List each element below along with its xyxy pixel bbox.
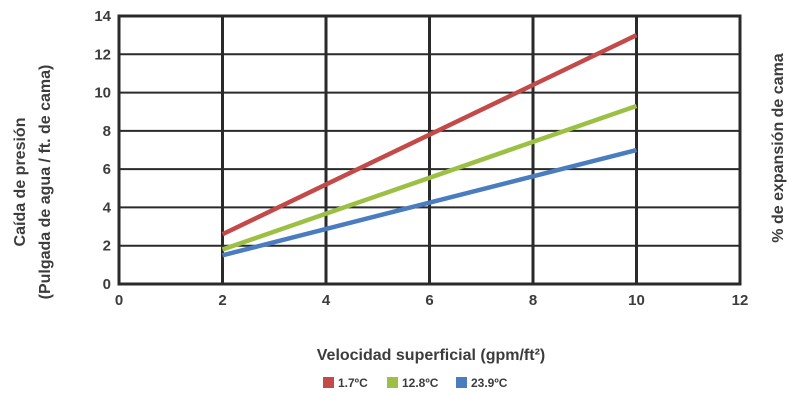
- legend-label: 23.9ºC: [471, 376, 508, 390]
- x-tick-label: 10: [628, 292, 645, 309]
- legend-label: 12.8ºC: [402, 376, 439, 390]
- legend-label: 1.7ºC: [338, 376, 368, 390]
- y-tick-label: 8: [103, 123, 111, 140]
- legend-item: 23.9ºC: [456, 376, 508, 390]
- legend: 1.7ºC 12.8ºC 23.9ºC: [323, 376, 508, 390]
- y-tick-label: 2: [103, 238, 111, 255]
- x-tick-label: 6: [425, 292, 433, 309]
- x-tick-label: 2: [218, 292, 226, 309]
- legend-item: 12.8ºC: [387, 376, 439, 390]
- x-axis-title: Velocidad superficial (gpm/ft²): [317, 347, 545, 364]
- y-tick-label: 14: [94, 8, 111, 25]
- series-layer: [221, 33, 638, 258]
- y-tick-label: 4: [103, 199, 112, 216]
- x-tick-label: 4: [322, 292, 331, 309]
- x-tick-labels: 0 2 4 6 8 10 12: [115, 292, 749, 309]
- x-tick-label: 0: [115, 292, 123, 309]
- y-tick-labels: 0 2 4 6 8 10 12 14: [94, 8, 111, 293]
- y-tick-label: 12: [94, 46, 111, 63]
- y-tick-label: 10: [94, 85, 111, 102]
- plot-frame: [117, 14, 742, 286]
- series-line: [221, 103, 638, 252]
- y-tick-label: 6: [103, 161, 111, 178]
- legend-item: 1.7ºC: [323, 376, 368, 390]
- y-tick-label: 0: [103, 276, 111, 293]
- y2-axis-title: % de expansión de cama: [770, 53, 787, 243]
- series-line: [221, 147, 638, 258]
- grid: [117, 15, 742, 285]
- y-axis-title-line1: Caída de presión: [12, 118, 29, 247]
- series-line: [221, 33, 638, 237]
- legend-swatch: [456, 377, 467, 388]
- legend-swatch: [323, 377, 334, 388]
- y-axis-title-line2: (Pulgada de agua / ft. de cama): [37, 65, 54, 300]
- legend-swatch: [387, 377, 398, 388]
- x-tick-label: 12: [732, 292, 749, 309]
- x-tick-label: 8: [529, 292, 537, 309]
